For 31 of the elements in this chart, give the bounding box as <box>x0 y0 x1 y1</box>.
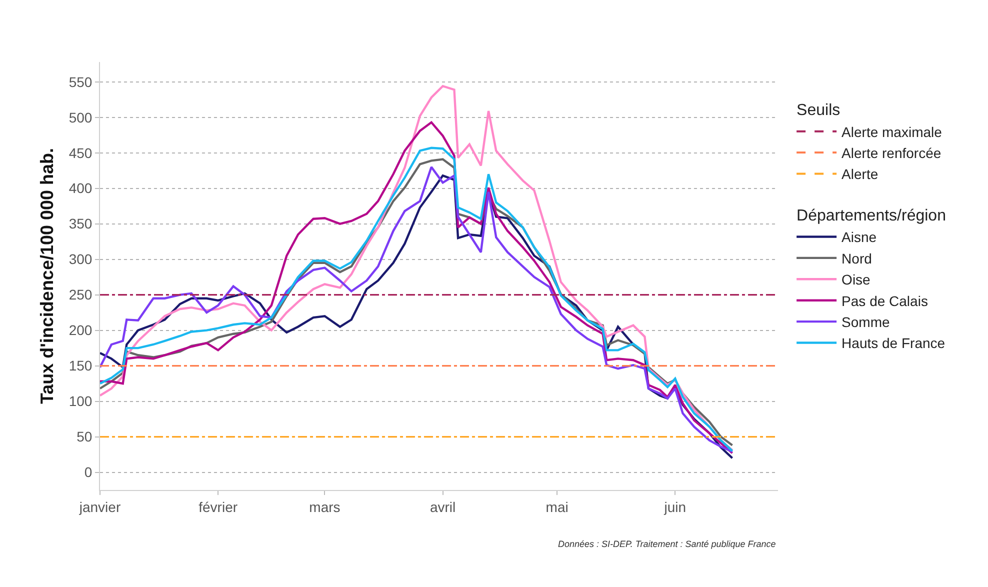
legend-label: Pas de Calais <box>842 292 928 309</box>
y-tick-label: 350 <box>68 216 92 232</box>
x-tick-label: avril <box>430 498 456 515</box>
x-tick-label: mars <box>309 498 340 515</box>
y-tick-label: 50 <box>76 428 92 445</box>
legend-label: Somme <box>842 314 890 330</box>
y-tick-label: 200 <box>68 322 92 338</box>
legend-label: Alerte maximale <box>842 124 942 140</box>
y-axis-title: Taux d'incidence/100 000 hab. <box>37 148 58 404</box>
legend-label: Nord <box>842 250 872 266</box>
y-tick-label: 450 <box>68 144 92 161</box>
y-tick-label: 150 <box>68 358 92 374</box>
y-tick-label: 100 <box>68 393 92 410</box>
y-tick-label: 500 <box>68 109 92 126</box>
legend-label: Aisne <box>842 229 877 246</box>
x-tick-label: mai <box>546 498 568 515</box>
x-tick-label: janvier <box>78 498 121 515</box>
x-tick-label: février <box>198 498 238 515</box>
y-tick-label: 400 <box>68 180 92 196</box>
y-tick-label: 250 <box>68 286 92 303</box>
text: Données : SI-DEP. Traitement : Santé publique France <box>558 539 776 549</box>
legend-label: Hauts de France <box>842 335 946 352</box>
legend-label: Alerte renforcée <box>842 145 942 162</box>
legend-label: Alerte <box>842 166 878 182</box>
text: Seuils <box>796 102 840 120</box>
y-tick-label: 300 <box>68 251 92 268</box>
x-tick-label: juin <box>663 498 686 515</box>
legend-label: Oise <box>842 272 871 288</box>
y-tick-label: 550 <box>68 74 92 90</box>
legend-title: Départements/région <box>796 208 946 224</box>
y-tick-label: 0 <box>84 464 92 480</box>
